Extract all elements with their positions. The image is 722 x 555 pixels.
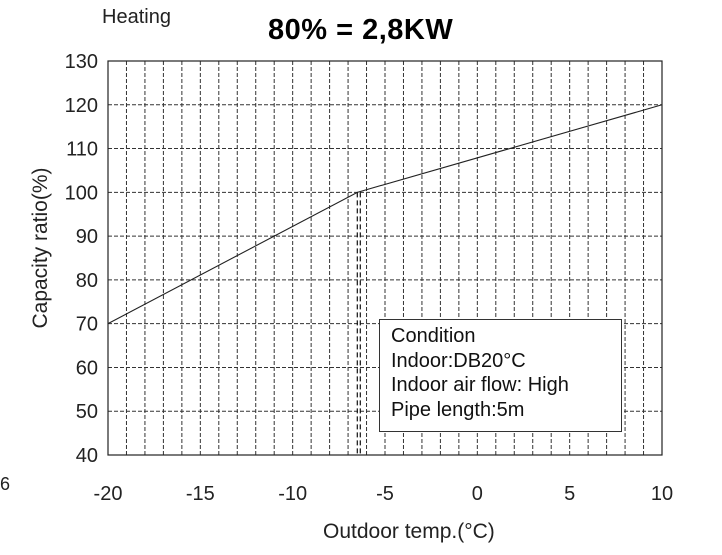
y-tick-label: 90 — [76, 226, 98, 248]
annotation-line: Pipe length:5m — [391, 398, 525, 421]
x-tick-label: 5 — [564, 483, 575, 505]
annotation-line: Indoor air flow: High — [391, 374, 569, 396]
annotation-line: Indoor:DB20°C — [391, 349, 526, 372]
y-tick-label: 80 — [76, 270, 98, 292]
y-tick-label: 130 — [65, 51, 98, 73]
x-tick-label: -20 — [94, 483, 123, 505]
y-tick-label: 40 — [76, 445, 98, 467]
x-tick-label: -15 — [186, 483, 215, 505]
y-tick-label: 100 — [65, 182, 98, 204]
x-tick-labels: -20 -15 -10 -5 0 5 10 — [94, 483, 674, 505]
condition-annotation-box: Condition Indoor:DB20°C Indoor air flow:… — [379, 319, 622, 432]
y-tick-label: 60 — [76, 357, 98, 379]
y-tick-label: 110 — [66, 139, 98, 161]
x-tick-label: -5 — [376, 483, 394, 505]
annotation-line: Condition — [391, 325, 476, 347]
y-tick-label: 120 — [65, 95, 98, 117]
chart-title: 80% = 2,8KW — [268, 14, 454, 46]
chart-corner-title: Heating — [102, 6, 171, 28]
y-axis-label: Capacity ratio(%) — [29, 167, 52, 329]
stray-digit: 6 — [0, 474, 11, 494]
y-tick-label: 50 — [76, 401, 98, 423]
series-group — [107, 104, 663, 455]
x-axis-label: Outdoor temp.(°C) — [323, 520, 495, 543]
plot-frame — [107, 60, 663, 456]
x-tick-label: 10 — [651, 483, 673, 505]
y-tick-label: 70 — [76, 314, 98, 336]
y-tick-labels: 40 50 60 70 80 90 100 110 120 130 — [65, 51, 98, 467]
x-tick-label: 0 — [472, 483, 483, 505]
x-tick-label: -10 — [278, 483, 307, 505]
